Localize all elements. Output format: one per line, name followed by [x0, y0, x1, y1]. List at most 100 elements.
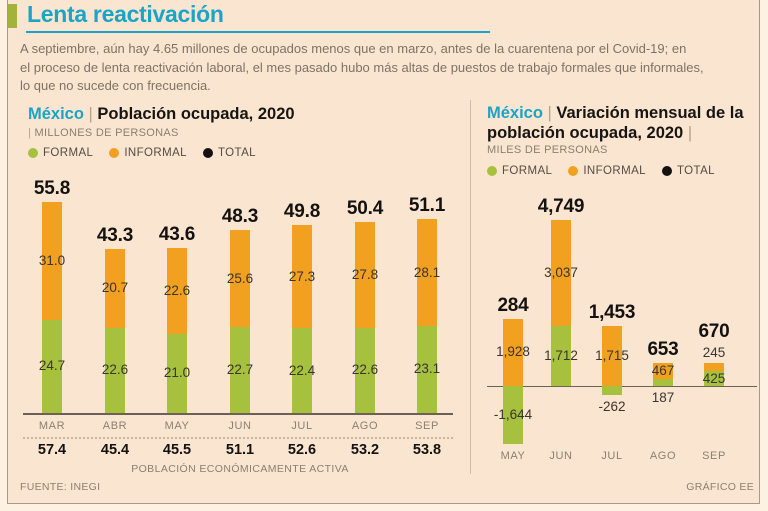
total-dot-icon: [202, 148, 213, 158]
x-axis-label: SEP: [415, 420, 439, 432]
pea-caption: POBLACIÓN ECONÓMICAMENTE ACTIVA: [131, 463, 349, 475]
chart1-title-prefix: México: [28, 105, 84, 123]
pea-value: 45.5: [162, 442, 192, 458]
intro-paragraph: A septiembre, aún hay 4.65 millones de o…: [20, 40, 762, 96]
value-label-informal: 1,715: [595, 347, 629, 363]
chart-divider: [470, 100, 471, 474]
pipe-separator: |: [542, 104, 557, 122]
bar-segment-informal: [42, 202, 62, 320]
pipe-separator: |: [83, 105, 98, 123]
chart2-title: México | Variación mensual de la poblaci…: [487, 103, 755, 143]
chart1-legend: FORMAL INFORMAL TOTAL: [28, 147, 256, 159]
value-label-informal: 27.3: [288, 268, 316, 284]
chart1-title: México | Población ocupada, 2020: [28, 104, 295, 124]
legend-item-total: TOTAL: [661, 165, 715, 177]
value-label-informal: 25.6: [226, 270, 254, 286]
x-axis-label: JUL: [601, 450, 623, 462]
total-label: 55.8: [33, 178, 71, 200]
pea-value: 53.8: [412, 442, 442, 458]
total-dot-icon: [661, 166, 672, 176]
bar-segment-formal: [653, 379, 673, 386]
bar-segment-formal: [292, 328, 312, 413]
bar-segment-formal: [167, 333, 187, 413]
pea-value: 57.4: [37, 442, 67, 458]
value-label-formal: 1,712: [544, 348, 578, 364]
legend-item-total: TOTAL: [202, 147, 256, 159]
total-label: 48.3: [221, 206, 259, 228]
value-label-formal: 21.0: [163, 365, 191, 381]
formal-dot-icon: [487, 166, 497, 176]
total-label: 51.1: [408, 195, 446, 217]
bar-segment-informal: [417, 219, 437, 326]
total-label: 50.4: [346, 198, 384, 220]
value-label-formal: 22.6: [351, 362, 379, 378]
intro-line: lo que no sucede con frecuencia.: [20, 78, 211, 93]
value-label-informal: 3,037: [544, 264, 578, 280]
x-axis-label: MAR: [38, 420, 66, 432]
chart2-legend: FORMAL INFORMAL TOTAL: [487, 165, 715, 177]
x-axis-label: JUL: [291, 420, 313, 432]
pea-value: 53.2: [350, 442, 380, 458]
total-label: 670: [698, 320, 730, 342]
total-label: 1,453: [588, 301, 636, 323]
x-axis-label: AGO: [649, 450, 677, 462]
bar-segment-formal: [105, 327, 125, 413]
bar-segment-informal: [230, 230, 250, 328]
value-label-formal: 187: [651, 390, 675, 405]
value-label-formal: 23.1: [413, 361, 441, 377]
pea-value: 52.6: [287, 442, 317, 458]
source-credit: FUENTE: INEGI: [20, 481, 101, 493]
value-label-informal: 22.6: [163, 282, 191, 298]
title-underline: [26, 31, 490, 33]
formal-dot-icon: [28, 148, 38, 158]
bar-segment-informal: [704, 362, 724, 372]
bar-segment-formal: [230, 327, 250, 413]
pipe-separator: |: [28, 127, 35, 139]
value-label-informal: 31.0: [38, 253, 66, 269]
bar-segment-formal: [42, 319, 62, 413]
value-label-formal: 22.6: [101, 362, 129, 378]
x-axis-label: MAY: [164, 420, 190, 432]
intro-line: A septiembre, aún hay 4.65 millones de o…: [20, 41, 687, 56]
legend-item-formal: FORMAL: [28, 147, 93, 159]
value-label-formal: 425: [702, 370, 726, 386]
value-label-formal: 22.4: [288, 362, 316, 378]
total-label: 653: [647, 339, 679, 361]
pea-value: 51.1: [225, 442, 255, 458]
chart2-title-prefix: México: [487, 104, 543, 122]
x-axis-label: AGO: [351, 420, 379, 432]
legend-item-formal: FORMAL: [487, 165, 552, 177]
total-label: 43.6: [158, 224, 196, 246]
x-axis-label: JUN: [549, 450, 573, 462]
bar-segment-informal: [653, 363, 673, 380]
chart1-plot: 55.8 31.0 24.7 MAR 57.4 43.3 20.7 22.6 ABR 45.4 43…: [20, 165, 460, 477]
pea-value: 45.4: [100, 442, 130, 458]
value-label-formal: 22.7: [226, 362, 254, 378]
value-label-informal: 1,928: [496, 344, 530, 360]
value-label-formal: -262: [598, 399, 626, 415]
chart2-unit: MILES DE PERSONAS: [487, 144, 608, 156]
legend-item-informal: INFORMAL: [109, 147, 187, 159]
pipe-separator: |: [683, 124, 693, 142]
x-axis-label: SEP: [702, 450, 726, 462]
value-label-informal: 467: [651, 363, 675, 379]
total-label: 4,749: [537, 195, 585, 217]
x-axis-label: MAY: [500, 450, 526, 462]
legend-item-informal: INFORMAL: [568, 165, 646, 177]
total-label: 284: [497, 294, 529, 316]
kicker-block: [8, 4, 17, 28]
bar-segment-informal: [105, 249, 125, 328]
value-label-formal: 24.7: [38, 358, 66, 374]
bar-segment-informal: [602, 325, 622, 386]
x-axis-label: ABR: [102, 420, 128, 432]
graphic-credit: GRÁFICO EE: [686, 481, 754, 493]
value-label-informal: 28.1: [413, 264, 441, 280]
bar-segment-informal: [355, 222, 375, 328]
x-axis-line: [23, 413, 453, 415]
value-label-formal: -1,644: [493, 406, 533, 422]
value-label-informal: 27.8: [351, 267, 379, 283]
chart1-title-text: Población ocupada, 2020: [97, 105, 295, 123]
informal-dot-icon: [568, 166, 579, 176]
bar-segment-formal: [417, 325, 437, 413]
intro-line: el proceso de lenta reactivación laboral…: [20, 59, 704, 75]
